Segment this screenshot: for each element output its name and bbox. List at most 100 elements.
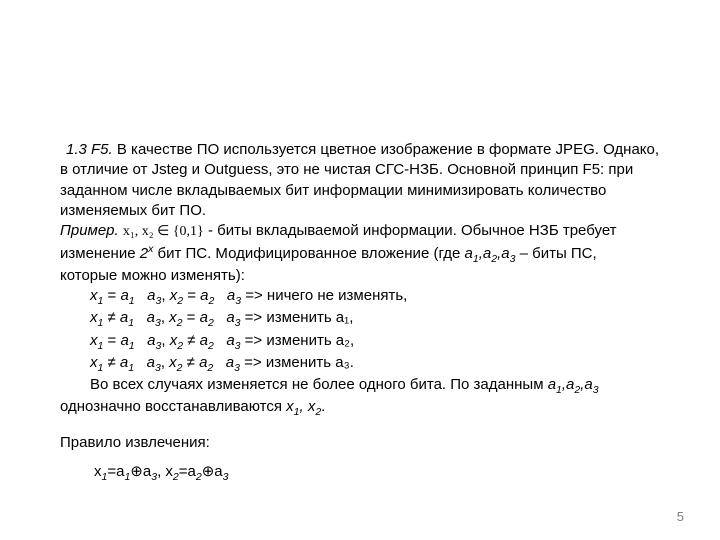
case-a: a: [147, 287, 155, 304]
case-a: a: [120, 332, 128, 349]
case-a: a: [120, 287, 128, 304]
r-eq: =: [179, 463, 188, 480]
case-sub: 1: [128, 317, 134, 329]
case-sub: 2: [177, 295, 183, 307]
x-sym: x: [286, 398, 294, 415]
document-page: 1.3 F5. В качестве ПО используется цветн…: [0, 0, 720, 540]
case-sub: 2: [177, 317, 183, 329]
para-example: Пример. x₁, x₂ ∈ {0,1} - биты вкладываем…: [60, 221, 660, 266]
ra: a: [188, 463, 196, 480]
a-sym-1: a: [465, 245, 473, 262]
case-sub: 1: [129, 340, 135, 352]
case-sub: 3: [234, 362, 240, 374]
case-sub: 1: [98, 295, 104, 307]
case-x: x: [90, 354, 98, 371]
case-rel: ≠: [108, 309, 116, 326]
rx: x: [165, 463, 173, 480]
case-sub: 3: [235, 295, 241, 307]
case-sub: 2: [177, 340, 183, 352]
case-sub: 3: [235, 340, 241, 352]
case-rel: =: [187, 309, 196, 326]
case-sub: 1: [128, 362, 134, 374]
spacer: [60, 419, 660, 433]
rule-expression: x1=a1⊕a3, x2=a2⊕a3: [60, 462, 660, 484]
case-sub: 2: [208, 317, 214, 329]
case-comma: ,: [161, 287, 165, 304]
para1-text: В качестве ПО используется цветное изобр…: [60, 141, 659, 219]
case-row: x1 ≠ a1 a3, x2 = a2 a3 => изменить a₁,: [60, 308, 660, 330]
set-expression: x₁, x₂ ∈ {0,1}: [123, 224, 204, 239]
example-label: Пример.: [60, 222, 119, 239]
para-conclusion-2: однозначно восстанавливаются x1, x2.: [60, 397, 660, 419]
case-rel: ≠: [187, 332, 195, 349]
case-list: x1 = a1 a3, x2 = a2 a3 => ничего не изме…: [60, 286, 660, 375]
section-label: 1.3 F5.: [66, 141, 113, 158]
example-tail-b: бит ПС. Модифицированное вложение (где: [153, 245, 464, 262]
case-x: x: [169, 309, 177, 326]
arrow: =>: [245, 332, 263, 349]
page-number: 5: [677, 508, 684, 526]
a-sym-2: a: [483, 245, 491, 262]
two-base: 2: [140, 245, 148, 262]
case-rel: =: [187, 287, 196, 304]
example-tail-c: – биты ПС,: [515, 245, 596, 262]
case-sub: 2: [177, 362, 183, 374]
case-a: a: [120, 354, 128, 371]
case-rel: ≠: [108, 354, 116, 371]
case-sub: 1: [98, 317, 104, 329]
case-rel: =: [108, 287, 117, 304]
arrow: =>: [244, 354, 262, 371]
arrow: =>: [245, 309, 263, 326]
case-sub: 2: [208, 340, 214, 352]
case-x: x: [169, 354, 177, 371]
a-sym: a: [548, 376, 556, 393]
a-sub: 3: [593, 384, 599, 396]
case-row: x1 = a1 a3, x2 ≠ a2 a3 => изменить a₂,: [60, 331, 660, 353]
para-example-2: которые можно изменять):: [60, 266, 660, 286]
conclusion-a: Во всех случаях изменяется не более одно…: [90, 376, 548, 393]
case-a: a: [226, 354, 234, 371]
case-comma: ,: [161, 309, 165, 326]
para-conclusion: Во всех случаях изменяется не более одно…: [60, 375, 660, 397]
ra: a: [214, 463, 222, 480]
case-comma: ,: [161, 354, 165, 371]
case-sub: 1: [98, 340, 104, 352]
case-a: a: [120, 309, 128, 326]
case-a: a: [226, 309, 234, 326]
rx: x: [94, 463, 102, 480]
case-rhs: изменить a₁,: [266, 309, 353, 326]
a-sym: a: [584, 376, 592, 393]
case-a: a: [200, 332, 208, 349]
case-sub: 3: [235, 317, 241, 329]
r-eq: =: [107, 463, 116, 480]
oplus-icon: ⊕: [202, 463, 215, 480]
case-rhs: изменить a₃.: [266, 354, 354, 371]
ra: a: [143, 463, 151, 480]
oplus-icon: ⊕: [130, 463, 143, 480]
r-sub: 3: [223, 471, 229, 483]
example-tail-d: которые можно изменять):: [60, 267, 245, 284]
case-comma: ,: [161, 332, 165, 349]
case-x: x: [90, 332, 98, 349]
case-rhs: изменить a₂,: [266, 332, 354, 349]
case-a: a: [227, 287, 235, 304]
rule-label: Правило извлечения:: [60, 433, 660, 453]
case-x: x: [90, 309, 98, 326]
case-rhs: ничего не изменять,: [267, 287, 407, 304]
case-row: x1 ≠ a1 a3, x2 ≠ a2 a3 => изменить a₃.: [60, 353, 660, 375]
case-row: x1 = a1 a3, x2 = a2 a3 => ничего не изме…: [60, 286, 660, 308]
case-a: a: [147, 354, 155, 371]
case-a: a: [147, 332, 155, 349]
case-sub: 2: [208, 295, 214, 307]
case-a: a: [226, 332, 234, 349]
case-sub: 1: [129, 295, 135, 307]
case-a: a: [200, 309, 208, 326]
a-sym-3: a: [501, 245, 509, 262]
conclusion-b: однозначно восстанавливаются: [60, 398, 286, 415]
case-sub: 2: [207, 362, 213, 374]
case-sub: 1: [98, 362, 104, 374]
case-rel: ≠: [187, 354, 195, 371]
case-x: x: [90, 287, 98, 304]
arrow: =>: [245, 287, 263, 304]
para-intro: 1.3 F5. В качестве ПО используется цветн…: [60, 140, 660, 221]
